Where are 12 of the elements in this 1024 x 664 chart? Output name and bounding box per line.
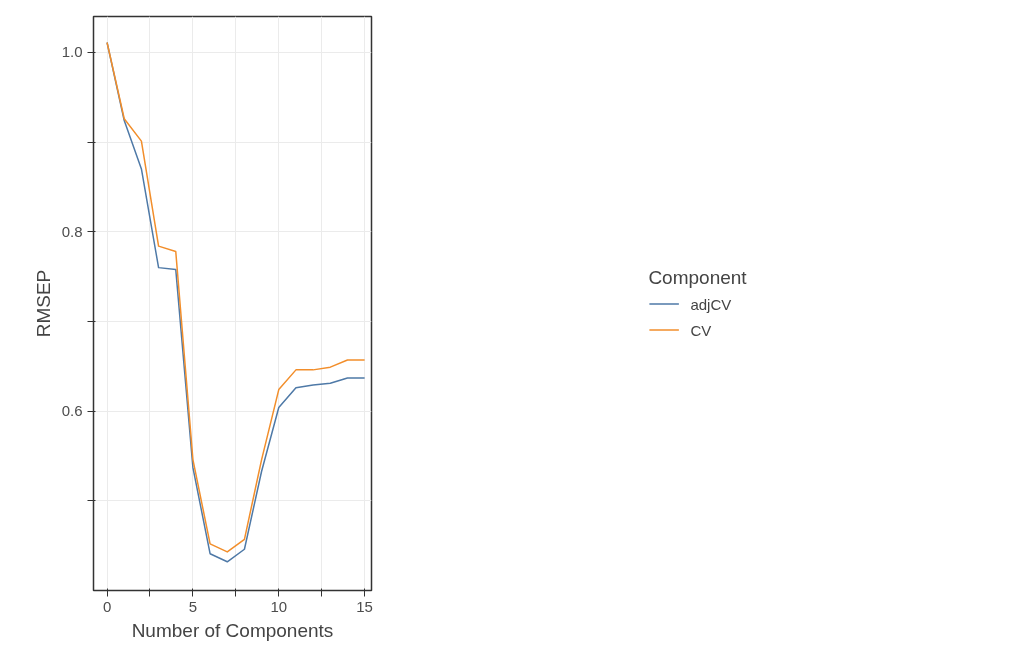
x-tick-label: 15 xyxy=(356,597,373,615)
y-tick-label: 0.6 xyxy=(61,402,83,420)
x-tick-label: 10 xyxy=(270,597,288,615)
y-tick-label: 0.8 xyxy=(61,222,83,240)
legend-label: adjCV xyxy=(690,295,732,312)
y-axis-title: RMSEP xyxy=(32,269,54,338)
x-tick-label: 5 xyxy=(188,597,198,615)
y-tick-label: 1.0 xyxy=(61,43,83,61)
legend-title: Component xyxy=(648,266,747,289)
x-tick-label: 0 xyxy=(102,597,112,615)
x-axis-title: Number of Components xyxy=(131,619,334,641)
legend-label: CV xyxy=(690,321,712,338)
